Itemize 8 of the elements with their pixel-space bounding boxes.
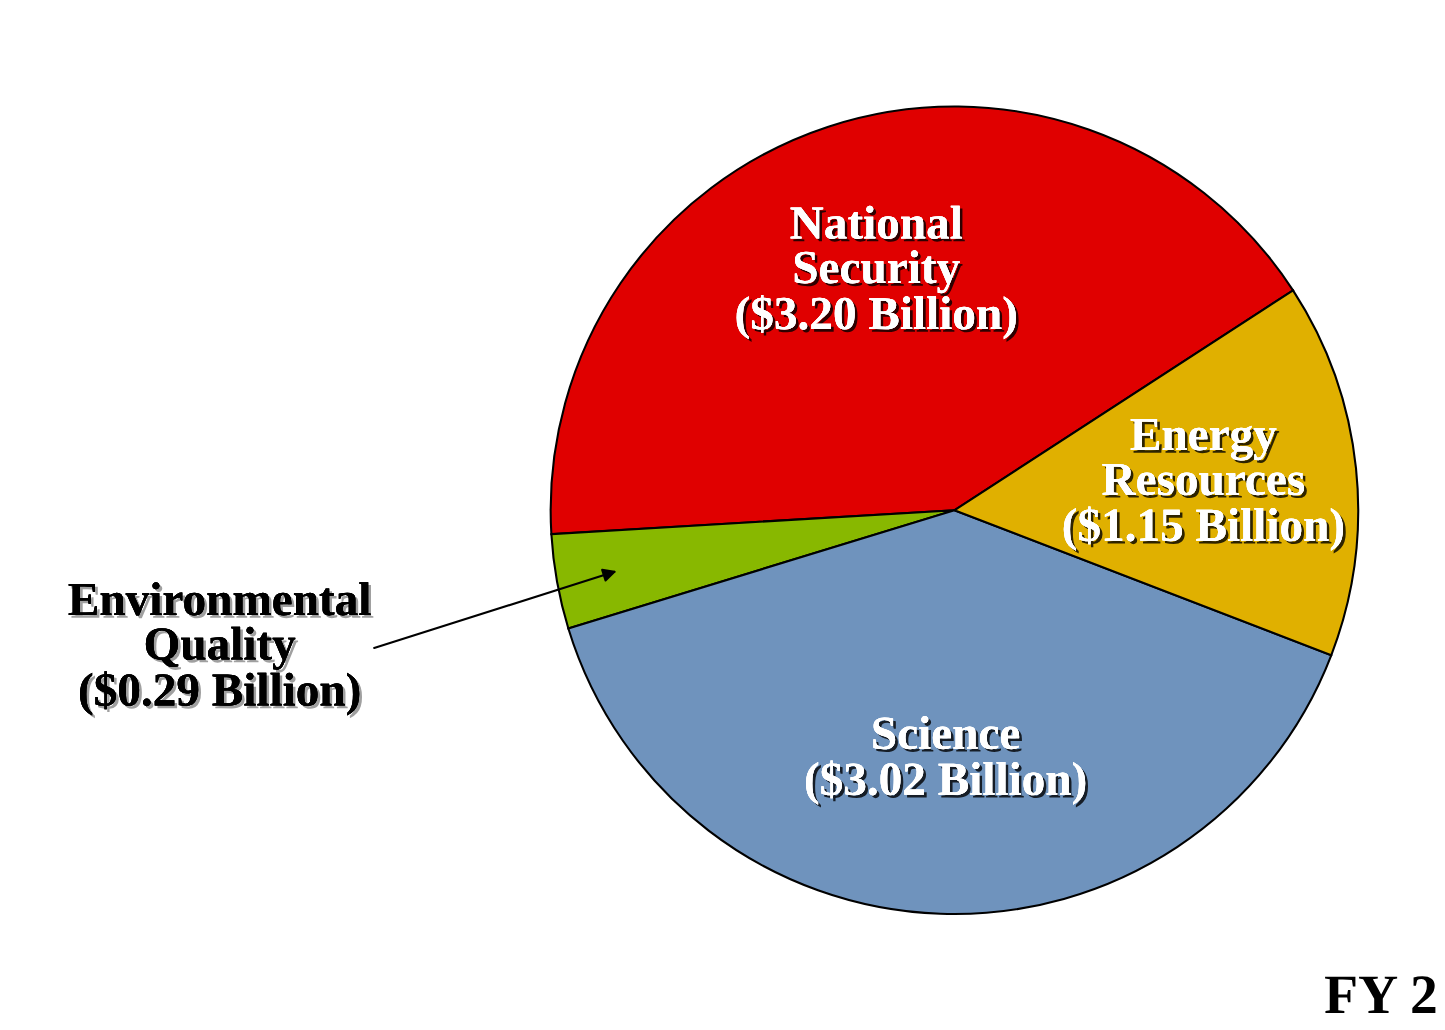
slice-label: Energy Resources	[1102, 419, 1307, 499]
data-label: ($3.20 Billion)	[736, 294, 1019, 342]
slice-label: Science	[873, 716, 1022, 753]
slice-label: National Security	[790, 205, 965, 296]
text: FY 2	[1325, 976, 1436, 1014]
data-label: ($0.29 Billion)	[80, 671, 363, 719]
data-label: ($3.02 Billion)	[806, 760, 1089, 808]
data-label: ($1.15 Billion)	[1063, 506, 1346, 554]
